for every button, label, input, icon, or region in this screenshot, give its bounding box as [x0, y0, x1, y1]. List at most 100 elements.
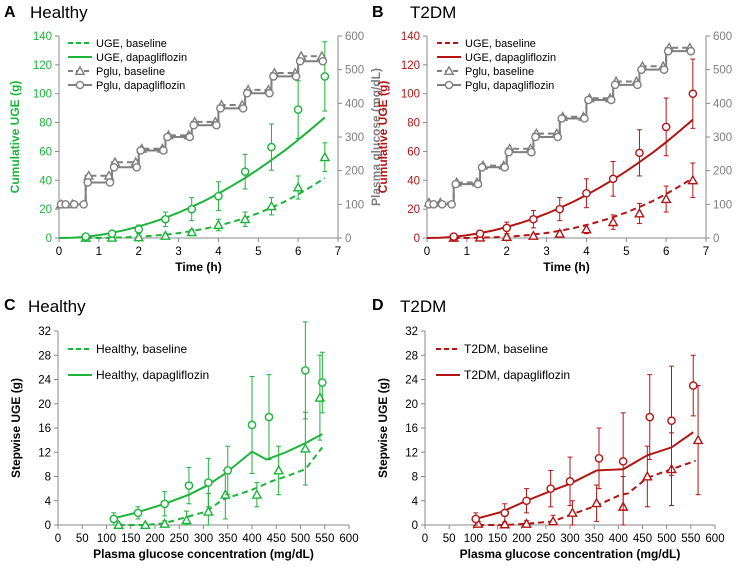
data-point-marker — [501, 231, 513, 242]
step-marker — [105, 178, 115, 187]
step-marker — [83, 178, 93, 187]
y-tick-label: 40 — [39, 175, 52, 187]
x-tick-label: 500 — [657, 533, 676, 545]
data-point-marker — [204, 478, 213, 487]
legend: UGE, baseline UGE, dapagliflozin Pglu, bas… — [68, 38, 187, 92]
y-tick-label: 20 — [407, 204, 420, 216]
data-point-marker — [181, 514, 192, 525]
y-axis-label: Stepwise UGE (g) — [376, 378, 390, 478]
x-tick-label: 300 — [560, 533, 579, 545]
y-tick-label: 120 — [401, 60, 420, 72]
data-point-marker — [660, 193, 672, 204]
series-line — [85, 177, 326, 239]
data-point-marker — [320, 72, 330, 81]
step-marker — [69, 200, 79, 209]
data-point-marker — [223, 466, 233, 475]
legend-label: UGE, dapagliflozin — [96, 52, 187, 64]
data-point-marker — [688, 89, 698, 99]
step-marker — [686, 46, 696, 56]
step-marker — [269, 72, 278, 81]
y2-tick-label: 100 — [713, 199, 732, 211]
y-tick-label: 140 — [33, 31, 52, 43]
data-point-marker — [293, 105, 303, 114]
x-tick-label: 3 — [543, 246, 549, 258]
legend-label: T2DM, dapagliflozin — [464, 368, 570, 382]
legend-label: Pglu, dapagliflozin — [96, 80, 185, 92]
step-marker — [189, 120, 199, 130]
data-point-marker — [267, 142, 276, 152]
y-tick-label: 100 — [33, 89, 52, 101]
data-point-marker — [554, 228, 566, 238]
data-point-marker — [634, 207, 645, 218]
y2-tick-label: 300 — [713, 132, 732, 144]
data-point-marker — [319, 151, 331, 162]
x-tick-label: 50 — [76, 533, 89, 545]
data-point-marker — [301, 366, 310, 375]
panel-title: Healthy — [28, 297, 86, 316]
legend-label: UGE, baseline — [96, 38, 167, 50]
data-point-marker — [159, 518, 171, 528]
step-marker — [61, 200, 70, 209]
legend-label: UGE, dapagliflozin — [465, 52, 556, 64]
x-tick-label: 450 — [633, 533, 652, 545]
legend-marker — [443, 65, 455, 76]
y2-tick-label: 200 — [713, 166, 732, 178]
y-tick-label: 40 — [407, 175, 420, 187]
y2-tick-label: 0 — [713, 233, 719, 245]
y-axis-label: Cumulative UGE (g) — [8, 81, 22, 194]
data-point-marker — [591, 497, 602, 508]
data-point-marker — [594, 454, 604, 463]
step-marker — [477, 162, 487, 172]
data-point-marker — [528, 230, 539, 240]
step-marker — [159, 146, 168, 155]
series-line — [453, 177, 694, 239]
data-point-marker — [299, 442, 311, 453]
x-tick-label: 3 — [175, 246, 181, 258]
y-tick-label: 8 — [45, 472, 51, 484]
step-marker — [637, 65, 646, 74]
y-tick-label: 12 — [405, 447, 418, 459]
data-point-marker — [214, 191, 223, 201]
x-tick-label: 250 — [170, 533, 189, 545]
step-marker — [132, 162, 142, 172]
data-point-marker — [160, 499, 169, 509]
y-tick-label: 80 — [407, 118, 420, 130]
data-point-marker — [449, 232, 459, 241]
x-tick-label: 0 — [424, 246, 430, 258]
x-tick-label: 450 — [267, 533, 286, 545]
x-tick-label: 600 — [705, 533, 724, 545]
step-marker — [553, 132, 563, 142]
step-marker — [79, 200, 89, 209]
legend: T2DM, baseline T2DM, dapagliflozin — [436, 342, 570, 382]
step-marker — [212, 120, 221, 130]
y-tick-label: 32 — [38, 326, 51, 338]
step-marker — [633, 80, 642, 90]
x-axis-label: Plasma glucose concentration (mg/dL) — [460, 547, 681, 561]
x-tick-label: 5 — [623, 246, 629, 258]
y-tick-label: 20 — [38, 399, 51, 411]
data-point-marker — [107, 229, 117, 238]
y-tick-label: 140 — [401, 31, 420, 43]
data-point-marker — [692, 434, 704, 445]
step-marker — [109, 162, 119, 172]
legend-label: Pglu, baseline — [465, 66, 534, 78]
legend-label: UGE, baseline — [465, 38, 536, 50]
x-tick-label: 1 — [96, 246, 102, 258]
step-marker — [610, 80, 620, 90]
panel-title: T2DM — [410, 3, 456, 22]
legend-marker — [444, 80, 454, 90]
step-marker — [216, 104, 225, 113]
series-line — [118, 446, 324, 526]
data-point-marker — [555, 204, 565, 214]
x-tick-label: 2 — [136, 246, 142, 258]
x-tick-label: 50 — [443, 533, 456, 545]
step-marker — [242, 88, 252, 98]
y-tick-label: 0 — [412, 520, 418, 532]
y-tick-label: 0 — [45, 520, 51, 532]
data-point-marker — [475, 229, 485, 238]
x-tick-label: 500 — [291, 533, 310, 545]
step-marker — [295, 56, 305, 66]
step-marker — [663, 46, 673, 56]
